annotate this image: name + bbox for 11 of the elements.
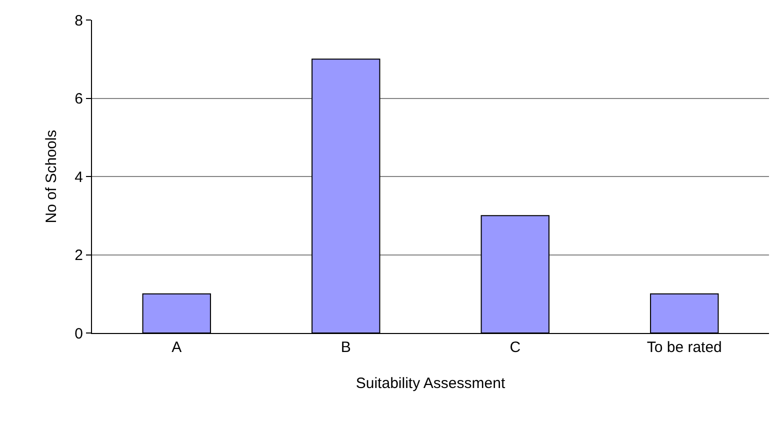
x-tick-label: C	[510, 339, 521, 356]
x-tick-label: B	[340, 339, 351, 356]
y-tick-label: 8	[74, 12, 83, 30]
x-axis-title: Suitability Assessment	[356, 375, 506, 392]
y-tick-label: 4	[74, 168, 83, 186]
x-tick-label: To be rated	[646, 339, 722, 356]
y-tick-label: 0	[74, 325, 83, 342]
y-tick-label: 2	[74, 247, 83, 264]
y-axis-title: No of Schools	[42, 130, 60, 224]
x-tick-label: A	[172, 339, 182, 356]
y-tick-label: 6	[74, 90, 83, 108]
